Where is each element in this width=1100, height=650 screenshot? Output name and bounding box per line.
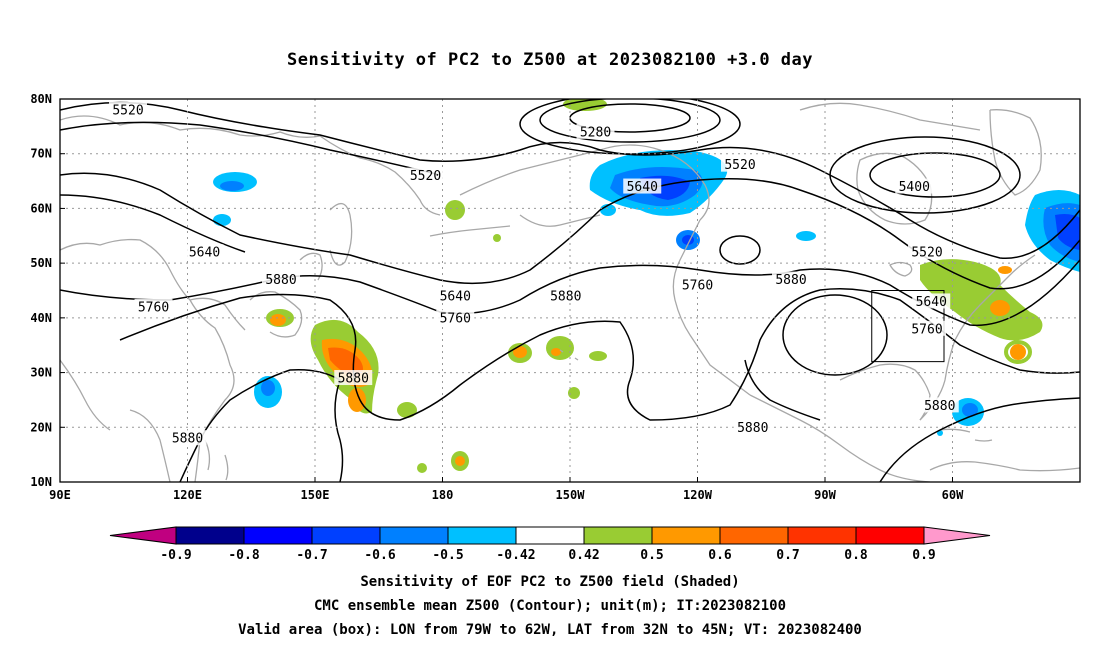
colorbar-swatch	[651, 526, 721, 545]
longitude-tick-label: 150W	[556, 488, 586, 502]
longitude-tick-label: 90E	[49, 488, 71, 502]
contour-label-bg	[912, 293, 951, 309]
colorbar-label: 0.7	[776, 548, 799, 563]
colorbar-swatch	[175, 526, 245, 545]
contour-label: 5640	[916, 295, 947, 310]
colorbar-label: -0.5	[432, 548, 463, 563]
coastlines	[60, 102, 1080, 482]
latitude-tick-label: 50N	[30, 256, 52, 270]
map-title: Sensitivity of PC2 to Z500 at 2023082100…	[286, 50, 813, 70]
latitude-tick-label: 40N	[30, 311, 52, 325]
colorbar-label: 0.42	[568, 548, 599, 563]
colorbar-swatch	[379, 526, 449, 545]
latitude-tick-label: 60N	[30, 201, 52, 215]
longitude-tick-label: 180	[432, 488, 454, 502]
contour-label: 5880	[775, 273, 806, 288]
colorbar-swatch	[855, 526, 925, 545]
latitude-tick-label: 10N	[30, 475, 52, 489]
colorbar-swatch	[719, 526, 789, 545]
colorbar-label: -0.42	[496, 548, 535, 563]
contour-label: 5640	[189, 246, 220, 261]
contour-label: 5640	[627, 180, 658, 195]
contour-label-bg	[721, 156, 759, 172]
colorbar-label: 0.5	[640, 548, 663, 563]
latitude-tick-label: 80N	[30, 92, 52, 106]
contour-label: 5760	[911, 322, 942, 337]
footer-line-3: Valid area (box): LON from 79W to 62W, L…	[238, 622, 862, 638]
contour-label: 5880	[550, 289, 581, 304]
contour-label: 5880	[172, 432, 203, 447]
contour-label-bg	[546, 287, 585, 303]
contour-label-bg	[678, 277, 717, 293]
contour-label: 5880	[265, 273, 296, 288]
colorbar-swatch	[243, 526, 313, 545]
contour-label: 5280	[580, 125, 611, 140]
latitude-tick-label: 70N	[30, 147, 52, 161]
contour-label: 5520	[112, 103, 143, 118]
colorbar-label: 0.8	[844, 548, 868, 563]
contour-label: 5640	[440, 289, 471, 304]
contour-label: 5520	[724, 158, 755, 173]
colorbar-swatch	[787, 526, 857, 545]
colorbar: -0.9 -0.8 -0.7 -0.6 -0.5 -0.42 0.42 0.5 0.6 0.7 0.…	[109, 526, 991, 563]
contour-label: 5880	[737, 421, 768, 436]
contour-label-bg	[134, 298, 173, 314]
colorbar-label: 0.6	[708, 548, 732, 563]
latitude-tick-label: 30N	[30, 366, 52, 380]
colorbar-high-extension	[923, 526, 991, 545]
colorbar-swatch	[311, 526, 381, 545]
contour-label-bg	[262, 271, 300, 287]
latitude-tick-label: 20N	[30, 420, 52, 434]
contour-label-bg	[436, 309, 475, 325]
footer-line-2: CMC ensemble mean Z500 (Contour); unit(m…	[313, 598, 786, 614]
contour-label-bg	[920, 397, 959, 413]
lat-lon-grid	[60, 99, 1080, 482]
contour-labels: 5520 5520 5280 5640 5520 5400 5640 5880 5760 5640…	[109, 101, 959, 447]
contour-label-bg	[109, 101, 147, 117]
contour-label: 5400	[899, 180, 930, 195]
contour-label-bg	[334, 370, 373, 386]
contour-label-bg	[908, 320, 946, 336]
colorbar-label: -0.9	[160, 548, 191, 563]
contour-label-bg	[168, 430, 207, 446]
longitude-tick-label: 90W	[814, 488, 836, 502]
colorbar-label: 0.9	[912, 548, 935, 563]
contour-label: 5760	[682, 279, 713, 294]
contour-label-bg	[908, 244, 946, 260]
contour-label-bg	[406, 167, 445, 183]
longitude-tick-label: 120W	[683, 488, 713, 502]
contour-label-bg	[623, 178, 662, 194]
latitude-tick-labels: 80N 70N 60N 50N 40N 30N 20N 10N	[30, 92, 65, 489]
colorbar-swatch	[515, 526, 585, 545]
contour-label-bg	[436, 287, 475, 303]
colorbar-swatch	[447, 526, 517, 545]
contour-label: 5760	[138, 300, 169, 315]
contour-label: 5880	[338, 372, 369, 387]
longitude-tick-labels: 90E 120E 150E 180 150W 120W 90W 60W	[49, 477, 964, 502]
contour-label: 5520	[410, 169, 441, 184]
colorbar-label: -0.6	[364, 548, 395, 563]
contour-label: 5880	[924, 399, 955, 414]
z500-contours	[60, 99, 1080, 482]
contour-label: 5760	[440, 311, 471, 326]
contour-label: 5520	[911, 246, 942, 261]
colorbar-label: -0.7	[296, 548, 327, 563]
contour-label-bg	[733, 419, 772, 435]
longitude-tick-label: 120E	[173, 488, 202, 502]
contour-label-bg	[185, 244, 224, 260]
footer-line-1: Sensitivity of EOF PC2 to Z500 field (Sh…	[360, 574, 740, 590]
longitude-tick-label: 60W	[942, 488, 964, 502]
contour-label-bg	[895, 178, 934, 194]
colorbar-low-extension	[109, 526, 177, 545]
contour-label-bg	[576, 123, 615, 139]
contour-label-bg	[772, 271, 810, 287]
colorbar-swatch	[583, 526, 653, 545]
colorbar-label: -0.8	[228, 548, 259, 563]
longitude-tick-label: 150E	[301, 488, 330, 502]
